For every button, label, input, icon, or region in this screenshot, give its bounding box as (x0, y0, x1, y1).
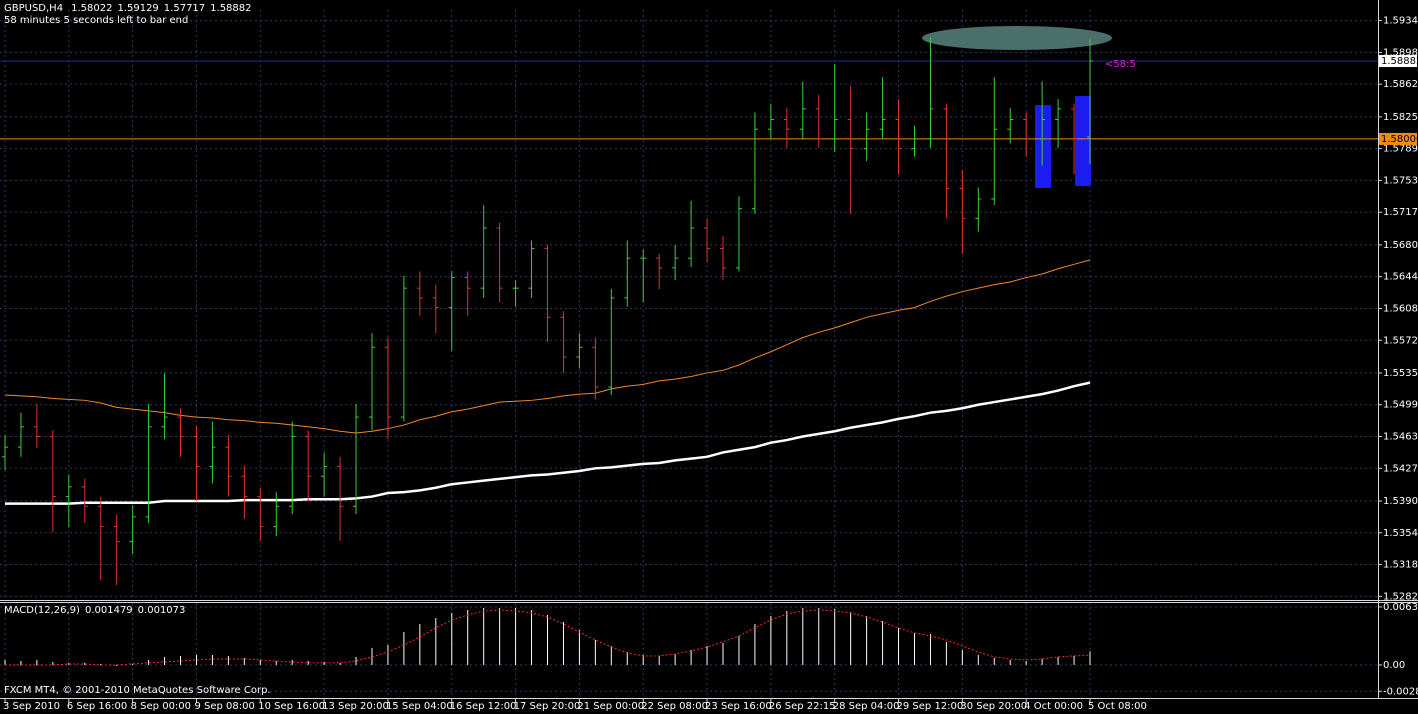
highlight-box (1035, 105, 1051, 188)
x-tick-label: 26 Sep 22:15 (769, 701, 836, 712)
price-level-box (1379, 132, 1417, 145)
y-tick-label: 1.58620 (1383, 79, 1418, 90)
y-tick-label: 1.52820 (1383, 591, 1418, 602)
y-tick-label: 1.53180 (1383, 560, 1418, 571)
macd-value: 0.001479 (85, 605, 133, 616)
macd-title: MACD(12,26,9) (4, 605, 80, 616)
x-tick-label: 29 Sep 12:00 (897, 701, 964, 712)
price-level-label: 1.58882 (1381, 56, 1418, 67)
x-tick-label: 10 Sep 16:00 (258, 701, 325, 712)
symbol-header: GBPUSD,H4 1.58022 1.59129 1.57717 1.58882 (4, 3, 252, 14)
y-tick-label: 1.56080 (1383, 303, 1418, 314)
x-tick-label: 5 Oct 08:00 (1088, 701, 1147, 712)
open-value: 1.58022 (71, 3, 112, 14)
y-tick-label: 1.57170 (1383, 207, 1418, 218)
y-tick-label: 1.58250 (1383, 112, 1418, 123)
x-tick-label: 3 Sep 2010 (3, 701, 60, 712)
x-tick-label: 4 Oct 00:00 (1024, 701, 1083, 712)
y-tick-label: 1.54990 (1383, 400, 1418, 411)
x-tick-label: 16 Sep 12:00 (450, 701, 517, 712)
highlight-box (1075, 96, 1091, 186)
y-tick-label: 1.54630 (1383, 432, 1418, 443)
timer-text: 58 minutes 5 seconds left to bar end (4, 15, 188, 26)
x-tick-label: 23 Sep 16:00 (705, 701, 772, 712)
x-tick-label: 21 Sep 00:00 (577, 701, 644, 712)
y-tick-label: -0.00286 (1383, 686, 1418, 697)
y-tick-label: 1.56440 (1383, 272, 1418, 283)
x-tick-label: 6 Sep 16:00 (67, 701, 127, 712)
high-value: 1.59129 (117, 3, 158, 14)
x-tick-label: 15 Sep 04:00 (386, 701, 453, 712)
signal-value: 0.001073 (138, 605, 186, 616)
close-value: 1.58882 (210, 3, 251, 14)
y-tick-label: 1.53540 (1383, 528, 1418, 539)
x-tick-label: 8 Sep 00:00 (131, 701, 191, 712)
y-tick-label: 1.59340 (1383, 16, 1418, 27)
price-level-box (1379, 55, 1417, 68)
x-tick-label: 30 Sep 20:00 (960, 701, 1027, 712)
y-tick-label: 1.54270 (1383, 463, 1418, 474)
y-tick-label: 1.57530 (1383, 175, 1418, 186)
timer-marker: <58:5 (1105, 59, 1136, 70)
macd-header: MACD(12,26,9) 0.001479 0.001073 (4, 605, 185, 616)
x-tick-label: 28 Sep 04:00 (833, 701, 900, 712)
moving-average (4, 259, 1091, 434)
low-value: 1.57717 (164, 3, 205, 14)
x-tick-label: 17 Sep 20:00 (514, 701, 581, 712)
signal-line (5, 609, 1091, 666)
y-tick-label: 1.55720 (1383, 335, 1418, 346)
price-level-label: 1.58000 (1381, 134, 1418, 145)
y-tick-label: 1.55350 (1383, 368, 1418, 379)
y-tick-label: 1.53900 (1383, 496, 1418, 507)
footer: FXCM MT4, © 2001-2010 MetaQuotes Softwar… (4, 685, 271, 696)
x-tick-label: 13 Sep 20:00 (322, 701, 389, 712)
y-tick-label: 1.57890 (1383, 144, 1418, 155)
y-tick-label: 0.00 (1383, 660, 1405, 671)
y-tick-label: 1.58980 (1383, 47, 1418, 58)
front-layer: 1.59340 1.58980 1.58620 1.58250 1.57890 1.575… (0, 16, 1418, 712)
x-tick-label: 9 Sep 08:00 (194, 701, 254, 712)
symbol: GBPUSD,H4 (4, 3, 63, 14)
moving-average (5, 381, 1091, 505)
y-tick-label: 1.56800 (1383, 240, 1418, 251)
highlight-ellipse (922, 26, 1112, 50)
x-tick-label: 22 Sep 08:00 (641, 701, 708, 712)
